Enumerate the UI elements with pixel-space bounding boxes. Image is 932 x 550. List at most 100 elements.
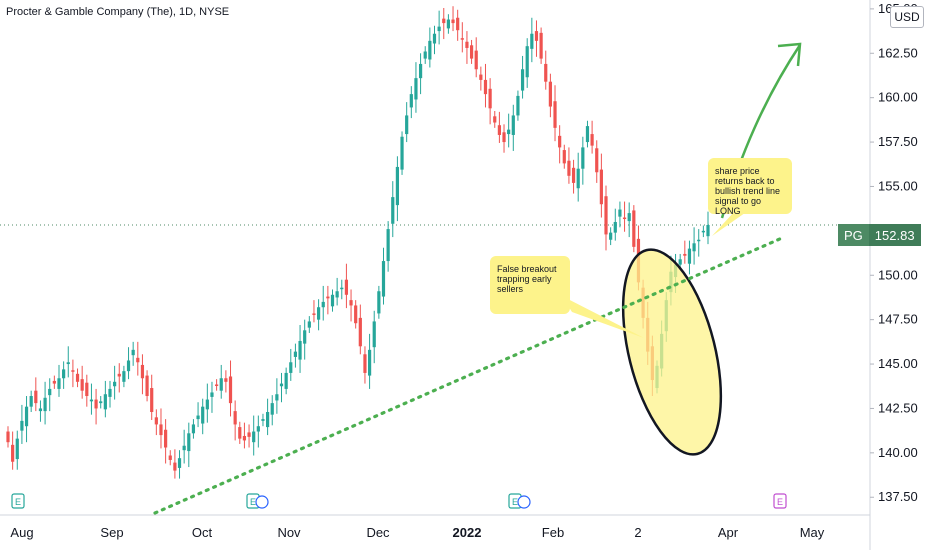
candle xyxy=(562,150,566,164)
candle xyxy=(391,197,395,224)
candle xyxy=(571,167,576,183)
candle xyxy=(386,229,390,262)
candle xyxy=(57,378,61,389)
candle xyxy=(159,424,163,436)
earnings-icon-label: E xyxy=(250,497,256,507)
candle xyxy=(340,287,344,290)
candle xyxy=(479,74,483,80)
candle xyxy=(145,375,149,397)
earnings-icon-label: E xyxy=(512,497,518,507)
y-tick-label: 142.50 xyxy=(878,400,918,415)
candle xyxy=(182,445,186,451)
candle xyxy=(80,379,84,391)
candle xyxy=(437,26,441,32)
candle xyxy=(289,362,293,373)
dividend-icon xyxy=(517,495,531,509)
candle xyxy=(307,321,311,328)
candle xyxy=(266,412,270,428)
candle xyxy=(117,373,121,377)
candle xyxy=(224,378,228,382)
candle xyxy=(312,313,316,315)
candle xyxy=(6,431,10,443)
x-tick-label: Apr xyxy=(718,525,739,540)
candle xyxy=(335,291,339,298)
candle xyxy=(400,136,404,170)
candle xyxy=(576,168,580,189)
candle xyxy=(252,431,256,443)
candle xyxy=(303,330,307,344)
candle xyxy=(460,38,464,40)
candle xyxy=(43,397,47,412)
share-price-note: share price returns back to bullish tren… xyxy=(708,158,792,216)
candle xyxy=(349,300,353,306)
x-tick-label: Dec xyxy=(366,525,390,540)
y-tick-label: 145.00 xyxy=(878,356,918,371)
x-tick-label: Aug xyxy=(10,525,33,540)
earnings-icon xyxy=(773,493,787,509)
candle xyxy=(177,458,182,468)
candle xyxy=(558,135,562,148)
candle xyxy=(326,296,330,299)
candle xyxy=(164,429,168,448)
candle xyxy=(469,45,474,59)
candle xyxy=(150,388,154,412)
candle xyxy=(66,362,70,365)
candle xyxy=(173,462,177,471)
candle xyxy=(122,371,126,382)
candle xyxy=(94,399,98,409)
candle xyxy=(627,213,631,222)
candle xyxy=(113,381,117,387)
candle xyxy=(34,390,38,404)
candle xyxy=(247,432,251,437)
candle xyxy=(534,31,539,41)
candle xyxy=(483,79,488,95)
candle xyxy=(548,81,552,107)
price-badge: PG 152.83 xyxy=(838,224,921,246)
candle xyxy=(502,132,506,143)
y-tick-label: 137.50 xyxy=(878,489,918,504)
ticker-symbol: PG xyxy=(838,224,869,246)
candle xyxy=(270,403,274,415)
candle xyxy=(581,147,585,169)
candle xyxy=(38,408,43,412)
candle xyxy=(279,383,284,387)
y-tick-label: 140.00 xyxy=(878,445,918,460)
candle xyxy=(414,78,418,100)
candle xyxy=(126,360,131,372)
candle xyxy=(233,411,237,425)
false-breakout-note: False breakout trapping early sellers xyxy=(490,256,570,314)
candle xyxy=(238,427,242,439)
candle xyxy=(701,230,705,233)
candle xyxy=(367,349,372,376)
candle xyxy=(316,307,321,320)
candle xyxy=(395,166,400,206)
x-tick-label: Nov xyxy=(277,525,301,540)
candle xyxy=(381,261,386,297)
candle xyxy=(261,419,265,421)
candle xyxy=(75,373,80,382)
candle xyxy=(71,370,75,372)
candle xyxy=(330,294,335,307)
candle xyxy=(377,291,381,314)
candle xyxy=(131,349,135,356)
candle xyxy=(358,317,362,347)
trend-line xyxy=(153,236,784,515)
arrow-head xyxy=(777,42,802,67)
candle xyxy=(24,406,29,427)
dividend-icon xyxy=(255,495,269,509)
candle xyxy=(293,351,298,357)
candle xyxy=(85,382,89,397)
y-tick-label: 157.50 xyxy=(878,134,918,149)
candle xyxy=(599,169,603,205)
candle xyxy=(525,46,529,78)
candle xyxy=(154,417,158,425)
candle xyxy=(108,388,112,397)
candle xyxy=(423,51,427,59)
currency-button[interactable]: USD xyxy=(890,6,924,28)
candle xyxy=(507,129,511,135)
candle xyxy=(516,95,520,116)
candle xyxy=(372,321,376,348)
candle xyxy=(595,148,599,173)
candle xyxy=(428,40,432,60)
